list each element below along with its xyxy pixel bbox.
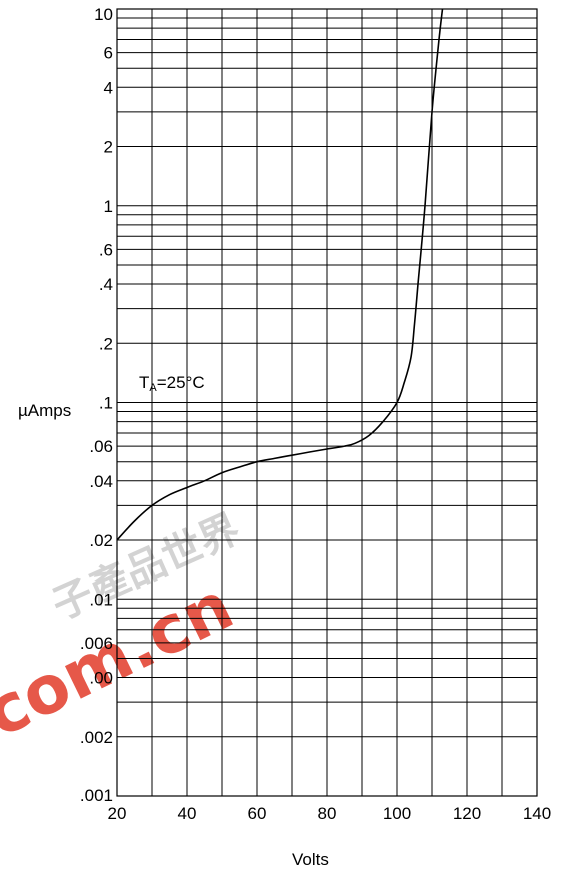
y-tick-label: .6	[99, 240, 113, 259]
annotation-subscript: A	[149, 382, 157, 394]
y-tick-label: 2	[104, 138, 113, 157]
x-tick-labels: 20 40 60 80 100 120 140	[108, 804, 552, 823]
y-tick-label: 10	[94, 5, 113, 24]
current-voltage-curve	[116, 8, 444, 541]
y-tick-label: .06	[89, 437, 113, 456]
annotation-rest: =25°C	[157, 373, 205, 392]
y-tick-label: .1	[99, 394, 113, 413]
y-tick-label: .01	[89, 590, 113, 609]
annotation-main: T	[139, 373, 149, 392]
x-tick-label: 60	[248, 804, 267, 823]
y-tick-label: .002	[80, 728, 113, 747]
x-axis-label: Volts	[292, 850, 329, 869]
x-tick-label: 80	[318, 804, 337, 823]
y-tick-label: .04	[89, 472, 113, 491]
y-tick-label: .02	[89, 531, 113, 550]
y-tick-label: .006	[80, 634, 113, 653]
x-tick-label: 20	[108, 804, 127, 823]
x-tick-label: 40	[178, 804, 197, 823]
x-tick-label: 120	[453, 804, 481, 823]
grid	[116, 8, 538, 797]
y-tick-label: .001	[80, 786, 113, 805]
x-tick-label: 140	[523, 804, 551, 823]
y-tick-labels: 10 6 4 2 1 .6 .4 .2 .1 .06 .04 .02 .01 .006 .00 .002 .00…	[80, 5, 113, 805]
y-tick-label: .2	[99, 334, 113, 353]
y-tick-label: 4	[104, 78, 113, 97]
y-axis-label: µAmps	[18, 401, 71, 420]
temperature-annotation: TA=25°C	[139, 373, 205, 394]
y-tick-label: 1	[104, 197, 113, 216]
y-tick-label: .4	[99, 275, 113, 294]
y-tick-label: 6	[104, 44, 113, 63]
x-tick-label: 100	[383, 804, 411, 823]
watermark: 子產品世界 com.cn	[0, 505, 247, 753]
y-tick-label: .00	[89, 669, 113, 688]
